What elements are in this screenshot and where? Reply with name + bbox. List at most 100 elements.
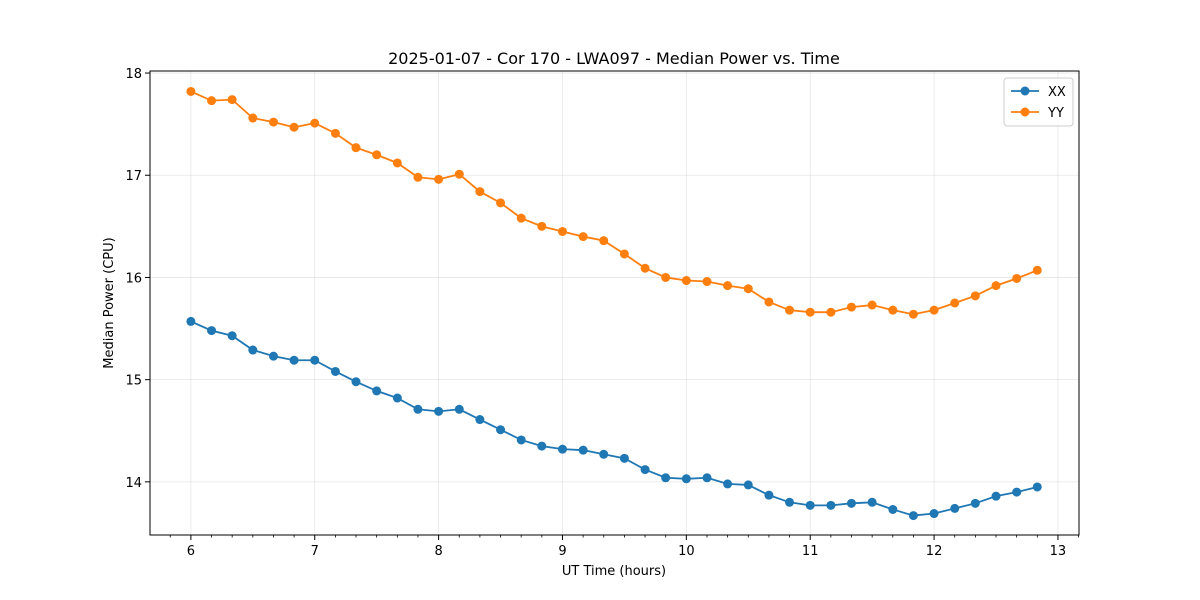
- data-point-yy: [723, 281, 733, 291]
- data-point-yy: [351, 143, 361, 153]
- data-point-xx: [888, 504, 898, 514]
- legend-label-yy: YY: [1047, 106, 1064, 121]
- data-point-xx: [929, 509, 939, 519]
- data-point-xx: [867, 497, 877, 507]
- data-point-yy: [392, 158, 402, 168]
- data-point-yy: [537, 221, 547, 231]
- x-tick-label: 10: [678, 544, 695, 559]
- data-point-yy: [826, 307, 836, 317]
- data-point-xx: [578, 445, 588, 455]
- data-point-yy: [846, 302, 856, 312]
- x-axis-label: UT Time (hours): [562, 564, 666, 579]
- y-tick-label: 15: [125, 374, 142, 389]
- data-point-xx: [1012, 487, 1022, 497]
- legend: XX YY: [1003, 77, 1074, 127]
- data-point-xx: [207, 326, 217, 336]
- x-tick-label: 9: [558, 544, 566, 559]
- data-point-yy: [207, 96, 217, 106]
- data-point-xx: [950, 503, 960, 513]
- data-point-xx: [723, 479, 733, 489]
- data-point-xx: [805, 500, 815, 510]
- x-tick-label: 13: [1050, 544, 1067, 559]
- x-tick-label: 11: [802, 544, 819, 559]
- data-point-yy: [413, 172, 423, 182]
- data-point-yy: [867, 300, 877, 310]
- data-point-xx: [289, 355, 299, 365]
- data-point-yy: [516, 213, 526, 223]
- y-axis: 14 15 16 17 18: [125, 67, 150, 491]
- data-point-xx: [392, 393, 402, 403]
- data-point-yy: [764, 297, 774, 307]
- series-layer: [186, 86, 1042, 521]
- data-point-yy: [950, 298, 960, 308]
- y-tick-label: 16: [125, 271, 142, 286]
- data-point-xx: [351, 377, 361, 387]
- data-point-yy: [743, 284, 753, 294]
- data-point-yy: [557, 226, 567, 236]
- data-point-yy: [227, 95, 237, 105]
- data-point-xx: [640, 465, 650, 475]
- data-point-yy: [268, 117, 278, 127]
- data-point-xx: [991, 491, 1001, 501]
- data-point-yy: [619, 249, 629, 259]
- data-point-xx: [186, 316, 196, 326]
- data-point-yy: [888, 305, 898, 315]
- data-point-xx: [310, 355, 320, 365]
- data-point-yy: [496, 198, 506, 208]
- data-point-yy: [599, 236, 609, 246]
- data-point-yy: [475, 187, 485, 197]
- data-point-xx: [475, 415, 485, 425]
- data-point-xx: [970, 498, 980, 508]
- data-point-xx: [372, 386, 382, 396]
- data-point-yy: [186, 86, 196, 96]
- y-tick-label: 14: [125, 476, 142, 491]
- y-axis-label: Median Power (CPU): [102, 237, 117, 368]
- data-point-xx: [516, 435, 526, 445]
- data-point-xx: [681, 474, 691, 484]
- data-point-xx: [268, 351, 278, 361]
- data-point-xx: [434, 406, 444, 416]
- x-tick-label: 8: [434, 544, 442, 559]
- data-point-yy: [702, 277, 712, 287]
- data-point-xx: [846, 498, 856, 508]
- legend-marker-xx: [1020, 86, 1030, 96]
- data-point-xx: [413, 404, 423, 414]
- data-point-yy: [970, 291, 980, 301]
- data-point-yy: [640, 263, 650, 273]
- data-point-yy: [578, 232, 588, 242]
- data-point-xx: [702, 473, 712, 483]
- data-point-xx: [557, 444, 567, 454]
- data-point-xx: [785, 497, 795, 507]
- grid: [150, 71, 1079, 535]
- data-point-xx: [454, 404, 464, 414]
- data-point-yy: [785, 305, 795, 315]
- data-point-yy: [991, 281, 1001, 291]
- legend-label-xx: XX: [1048, 85, 1066, 100]
- data-point-xx: [908, 511, 918, 521]
- data-point-xx: [330, 366, 340, 376]
- x-tick-label: 7: [311, 544, 319, 559]
- data-point-xx: [743, 480, 753, 490]
- data-point-xx: [764, 490, 774, 500]
- data-point-yy: [661, 272, 671, 282]
- data-point-xx: [496, 425, 506, 435]
- data-point-xx: [1032, 482, 1042, 492]
- data-point-yy: [330, 128, 340, 138]
- data-point-xx: [248, 345, 258, 355]
- x-tick-label: 12: [926, 544, 943, 559]
- data-point-xx: [599, 449, 609, 459]
- plot-frame: [149, 70, 1080, 536]
- data-point-xx: [227, 331, 237, 341]
- data-point-xx: [661, 473, 671, 483]
- data-point-yy: [681, 276, 691, 286]
- data-point-yy: [908, 309, 918, 319]
- data-point-yy: [805, 307, 815, 317]
- data-point-xx: [619, 453, 629, 463]
- y-tick-label: 18: [125, 67, 142, 82]
- data-point-yy: [372, 150, 382, 160]
- x-axis: 6 7 8 9 10 11 12 13: [169, 535, 1079, 559]
- data-point-yy: [248, 113, 258, 123]
